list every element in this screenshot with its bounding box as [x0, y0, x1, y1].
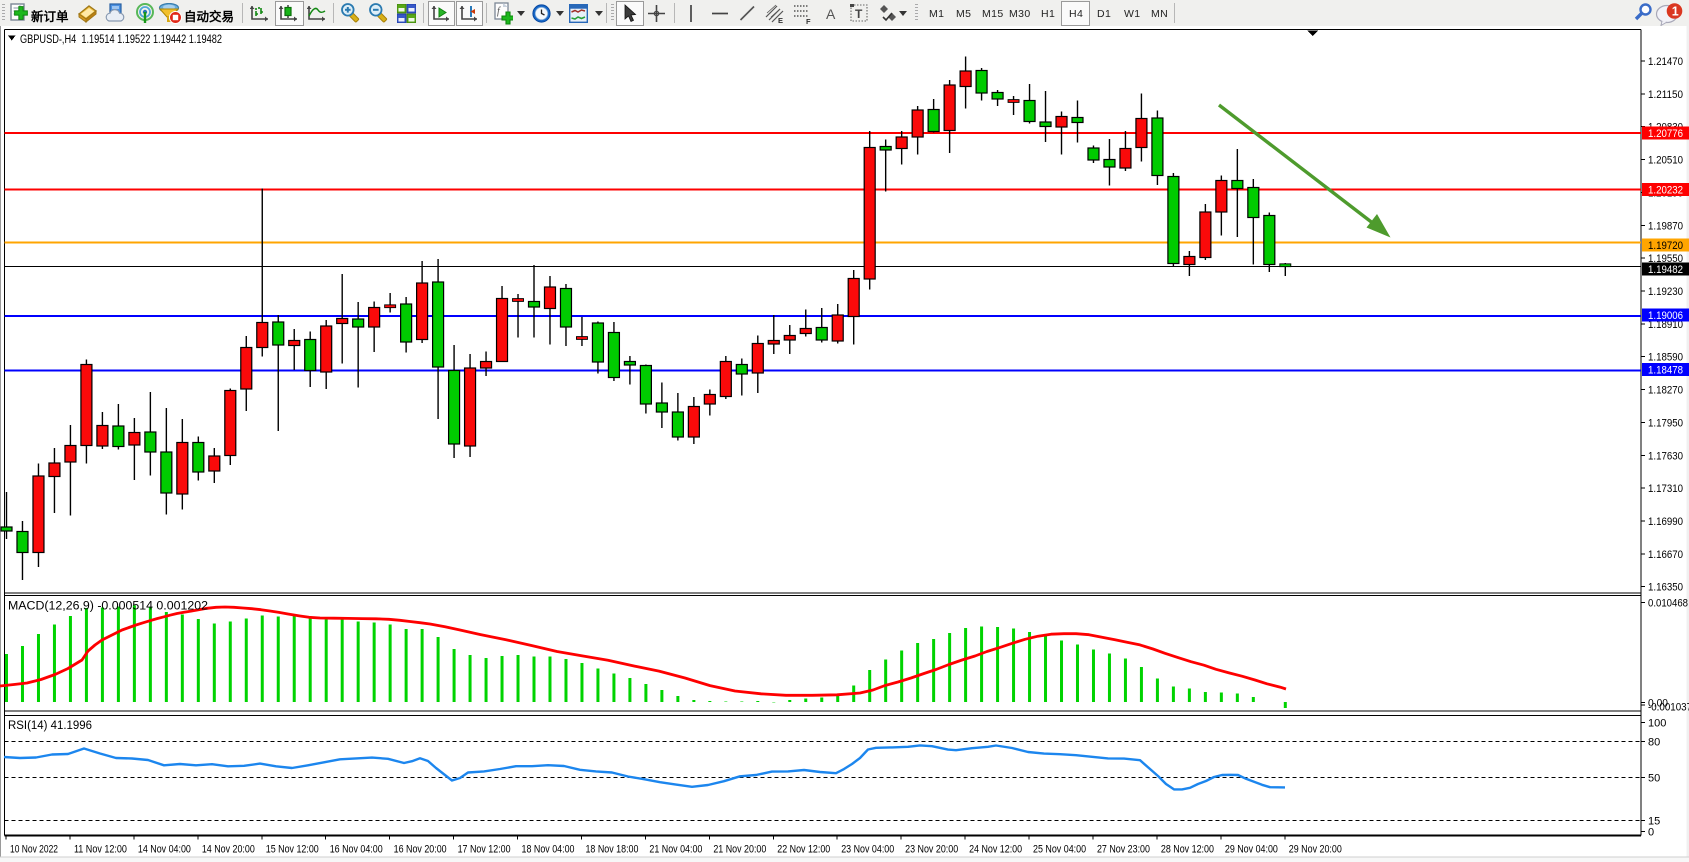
- svg-text:1.16990: 1.16990: [1648, 516, 1683, 528]
- svg-text:16 Nov 04:00: 16 Nov 04:00: [330, 844, 383, 856]
- svg-text:14 Nov 20:00: 14 Nov 20:00: [202, 844, 255, 856]
- svg-text:14 Nov 04:00: 14 Nov 04:00: [138, 844, 191, 856]
- svg-text:1.19870: 1.19870: [1648, 220, 1683, 232]
- svg-text:1.17950: 1.17950: [1648, 417, 1683, 429]
- svg-text:1.17310: 1.17310: [1648, 483, 1683, 495]
- svg-text:29 Nov 20:00: 29 Nov 20:00: [1289, 844, 1342, 856]
- svg-text:1.19482: 1.19482: [1648, 264, 1683, 276]
- svg-text:21 Nov 04:00: 21 Nov 04:00: [649, 844, 702, 856]
- svg-text:1.20510: 1.20510: [1648, 155, 1683, 167]
- svg-text:100: 100: [1648, 717, 1666, 729]
- svg-text:29 Nov 04:00: 29 Nov 04:00: [1225, 844, 1278, 856]
- svg-text:1: 1: [1672, 4, 1679, 18]
- svg-text:0.00: 0.00: [1648, 697, 1668, 709]
- svg-text:E: E: [778, 16, 783, 25]
- svg-text:1.19550: 1.19550: [1648, 253, 1683, 265]
- svg-text:T: T: [855, 7, 863, 21]
- svg-text:GBPUSD-,H4 1.19514 1.19522 1.: GBPUSD-,H4 1.19514 1.19522 1.19442 1.194…: [20, 34, 222, 46]
- svg-text:RSI(14) 41.1996: RSI(14) 41.1996: [8, 720, 92, 732]
- svg-text:1.19006: 1.19006: [1648, 310, 1683, 322]
- svg-text:0: 0: [1648, 827, 1654, 839]
- svg-text:1.18478: 1.18478: [1648, 365, 1683, 377]
- svg-text:17 Nov 12:00: 17 Nov 12:00: [458, 844, 511, 856]
- svg-text:24 Nov 12:00: 24 Nov 12:00: [969, 844, 1022, 856]
- svg-text:18 Nov 18:00: 18 Nov 18:00: [585, 844, 638, 856]
- svg-text:10 Nov 2022: 10 Nov 2022: [10, 844, 58, 856]
- svg-text:1.18270: 1.18270: [1648, 385, 1683, 397]
- svg-text:28 Nov 12:00: 28 Nov 12:00: [1161, 844, 1214, 856]
- svg-text:1.19230: 1.19230: [1648, 286, 1683, 298]
- svg-text:1.17630: 1.17630: [1648, 450, 1683, 462]
- svg-text:18 Nov 04:00: 18 Nov 04:00: [522, 844, 575, 856]
- svg-text:21 Nov 20:00: 21 Nov 20:00: [713, 844, 766, 856]
- svg-text:15 Nov 12:00: 15 Nov 12:00: [266, 844, 319, 856]
- svg-text:1.21150: 1.21150: [1648, 89, 1683, 101]
- svg-text:MACD(12,26,9) -0.000514 0.0012: MACD(12,26,9) -0.000514 0.001202: [8, 601, 208, 613]
- svg-text:27 Nov 23:00: 27 Nov 23:00: [1097, 844, 1150, 856]
- svg-text:80: 80: [1648, 736, 1660, 748]
- svg-text:11 Nov 12:00: 11 Nov 12:00: [74, 844, 127, 856]
- svg-text:1.16350: 1.16350: [1648, 582, 1683, 594]
- svg-text:15: 15: [1648, 815, 1660, 827]
- svg-text:23 Nov 04:00: 23 Nov 04:00: [841, 844, 894, 856]
- svg-text:50: 50: [1648, 772, 1660, 784]
- svg-text:1.18910: 1.18910: [1648, 319, 1683, 331]
- svg-text:1.21470: 1.21470: [1648, 56, 1683, 68]
- svg-text:1.18590: 1.18590: [1648, 352, 1683, 364]
- svg-text:23 Nov 20:00: 23 Nov 20:00: [905, 844, 958, 856]
- svg-text:f: f: [497, 6, 501, 17]
- svg-text:F: F: [806, 17, 811, 25]
- svg-text:1.20776: 1.20776: [1648, 128, 1683, 140]
- svg-text:25 Nov 04:00: 25 Nov 04:00: [1033, 844, 1086, 856]
- svg-text:1.20232: 1.20232: [1648, 185, 1683, 197]
- svg-text:22 Nov 12:00: 22 Nov 12:00: [777, 844, 830, 856]
- svg-text:0.010468: 0.010468: [1648, 598, 1688, 610]
- svg-text:1.19720: 1.19720: [1648, 240, 1683, 252]
- svg-text:1.16670: 1.16670: [1648, 549, 1683, 561]
- svg-text:16 Nov 20:00: 16 Nov 20:00: [394, 844, 447, 856]
- svg-text:-0.001037: -0.001037: [1648, 702, 1689, 714]
